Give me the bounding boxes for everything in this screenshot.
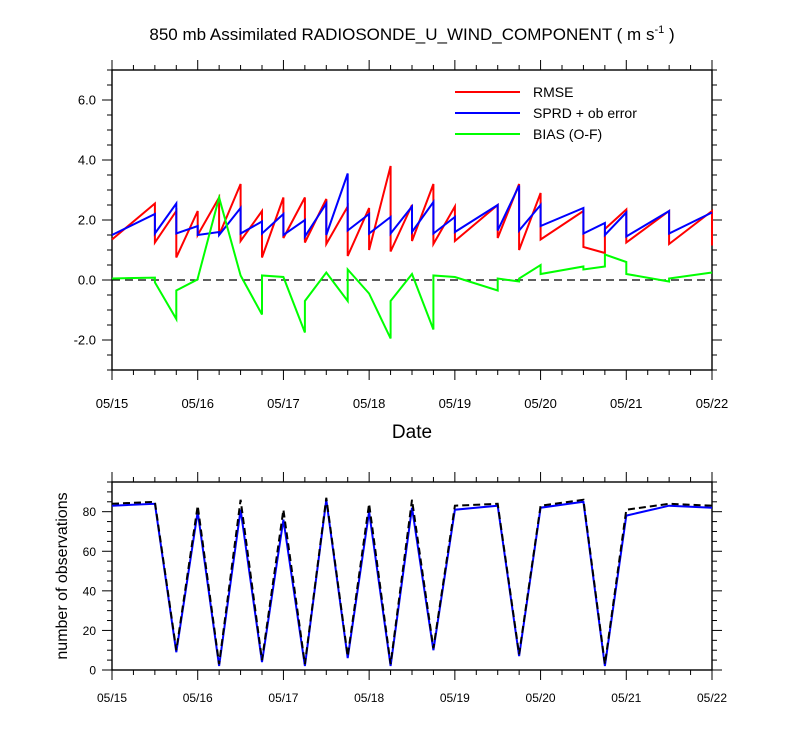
legend-label: SPRD + ob error — [533, 105, 637, 121]
x-tick-label: 05/15 — [96, 396, 129, 411]
legend-label: BIAS (O-F) — [533, 126, 602, 142]
y-tick-label: 0.0 — [78, 273, 96, 288]
x-tick-label: 05/17 — [267, 396, 300, 411]
top-y-tick-labels: -2.0 0.0 2.0 4.0 6.0 — [74, 93, 96, 348]
x-tick-label: 05/20 — [526, 691, 556, 705]
series-line-observations-possible — [111, 497, 713, 665]
y-tick-label: 4.0 — [78, 153, 96, 168]
bottom-y-tick-labels: 0 20 40 60 80 — [83, 505, 97, 677]
y-tick-label: 0 — [89, 664, 96, 678]
x-axis-label: Date — [392, 422, 432, 443]
legend: RMSE SPRD + ob error BIAS (O-F) — [455, 84, 637, 142]
y-tick-label: 40 — [83, 584, 97, 598]
x-tick-label: 05/15 — [97, 691, 127, 705]
x-tick-label: 05/16 — [181, 396, 214, 411]
bottom-series-group — [111, 497, 713, 667]
top-x-tick-labels: 05/15 05/16 05/17 05/18 05/19 05/20 05/21 05/22 — [96, 396, 729, 411]
x-tick-label: 05/21 — [611, 691, 641, 705]
y-tick-label: 6.0 — [78, 93, 96, 108]
bottom-axis-ticks — [102, 472, 722, 680]
y-tick-label: 20 — [83, 624, 97, 638]
legend-label: RMSE — [533, 84, 573, 100]
top-series-group — [111, 165, 713, 339]
x-tick-label: 05/16 — [183, 691, 213, 705]
series-line-observations-used — [111, 499, 713, 667]
x-tick-label: 05/19 — [440, 691, 470, 705]
chart-title: 850 mb Assimilated RADIOSONDE_U_WIND_COM… — [149, 24, 674, 44]
x-tick-label: 05/17 — [268, 691, 298, 705]
y-tick-label: 2.0 — [78, 213, 96, 228]
y-tick-label: 80 — [83, 505, 97, 519]
x-tick-label: 05/20 — [524, 396, 557, 411]
y-tick-label: -2.0 — [74, 333, 96, 348]
series-line-bias-o-f — [111, 193, 713, 339]
series-line-rmse — [111, 165, 713, 258]
x-tick-label: 05/18 — [353, 396, 386, 411]
x-tick-label: 05/22 — [696, 396, 729, 411]
series-line-sprd-ob-error — [111, 173, 713, 240]
top-chart: 850 mb Assimilated RADIOSONDE_U_WIND_COM… — [74, 24, 729, 443]
bottom-x-tick-labels: 05/15 05/16 05/17 05/18 05/19 05/20 05/21 05/22 — [97, 691, 727, 705]
top-axis-ticks — [102, 60, 722, 380]
y-tick-label: 60 — [83, 545, 97, 559]
bottom-chart: 0 20 40 60 80 05/15 05/16 05/17 05/18 05/19 05/20… — [54, 472, 727, 705]
x-tick-label: 05/19 — [439, 396, 472, 411]
x-tick-label: 05/22 — [697, 691, 727, 705]
y-axis-label: number of observations — [54, 492, 71, 659]
x-tick-label: 05/18 — [354, 691, 384, 705]
x-tick-label: 05/21 — [610, 396, 643, 411]
